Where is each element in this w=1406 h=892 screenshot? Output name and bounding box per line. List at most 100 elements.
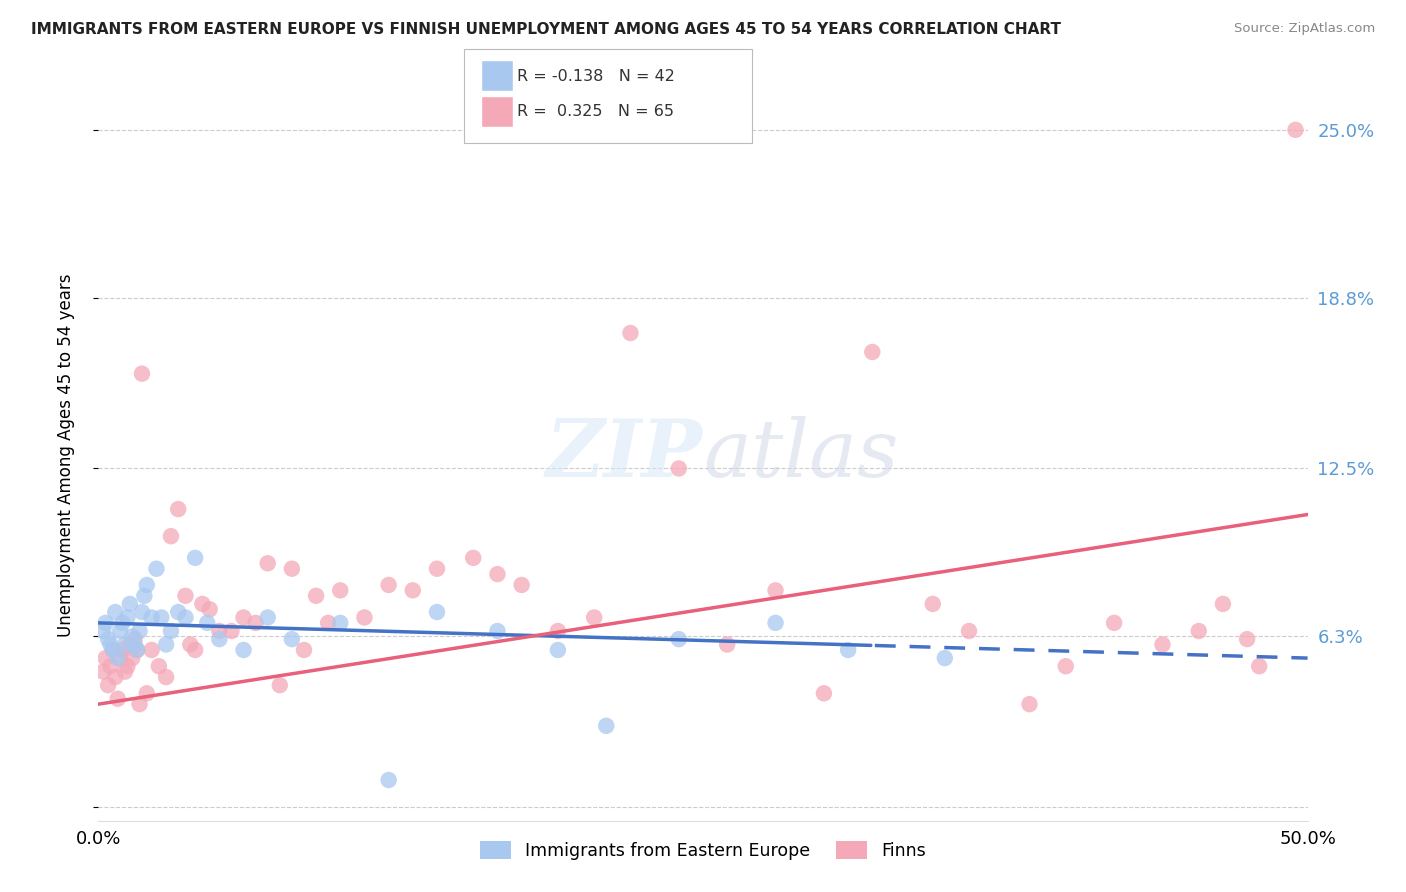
Point	[174, 610, 197, 624]
Point	[198, 602, 221, 616]
Point	[117, 659, 139, 673]
Point	[1188, 624, 1211, 638]
Point	[860, 345, 883, 359]
Point	[107, 691, 129, 706]
Point	[256, 610, 278, 624]
Point	[141, 610, 163, 624]
Point	[377, 772, 399, 787]
Point	[1249, 659, 1271, 673]
Point	[1018, 697, 1040, 711]
Point	[134, 589, 156, 603]
Point	[101, 643, 124, 657]
Point	[813, 686, 835, 700]
Point	[232, 643, 254, 657]
Point	[111, 643, 134, 657]
Point	[179, 638, 201, 652]
Point	[305, 589, 328, 603]
Point	[108, 651, 131, 665]
Point	[619, 326, 641, 340]
Point	[668, 461, 690, 475]
Point	[583, 610, 606, 624]
Point	[184, 643, 207, 657]
Point	[97, 678, 120, 692]
Text: IMMIGRANTS FROM EASTERN EUROPE VS FINNISH UNEMPLOYMENT AMONG AGES 45 TO 54 YEARS: IMMIGRANTS FROM EASTERN EUROPE VS FINNIS…	[31, 22, 1062, 37]
Point	[135, 578, 157, 592]
Point	[1152, 638, 1174, 652]
Point	[208, 624, 231, 638]
Point	[716, 638, 738, 652]
Point	[135, 686, 157, 700]
Point	[510, 578, 533, 592]
Point	[184, 550, 207, 565]
Text: atlas: atlas	[703, 417, 898, 493]
Point	[1102, 615, 1125, 630]
Point	[121, 629, 143, 643]
Point	[195, 615, 218, 630]
Point	[245, 615, 267, 630]
Text: Source: ZipAtlas.com: Source: ZipAtlas.com	[1234, 22, 1375, 36]
Y-axis label: Unemployment Among Ages 45 to 54 years: Unemployment Among Ages 45 to 54 years	[56, 273, 75, 637]
Point	[127, 643, 149, 657]
Point	[108, 624, 131, 638]
Point	[155, 638, 177, 652]
Point	[124, 632, 146, 647]
Point	[208, 632, 231, 647]
Point	[329, 583, 352, 598]
Point	[1212, 597, 1234, 611]
Point	[128, 624, 150, 638]
Point	[91, 665, 114, 679]
Point	[94, 651, 117, 665]
Point	[595, 719, 617, 733]
Point	[1236, 632, 1258, 647]
Point	[114, 665, 136, 679]
Legend: Immigrants from Eastern Europe, Finns: Immigrants from Eastern Europe, Finns	[472, 834, 934, 867]
Point	[100, 659, 122, 673]
Point	[765, 583, 787, 598]
Point	[118, 597, 141, 611]
Point	[281, 632, 304, 647]
Point	[668, 632, 690, 647]
Point	[118, 638, 141, 652]
Point	[921, 597, 943, 611]
Point	[232, 610, 254, 624]
Point	[117, 610, 139, 624]
Point	[765, 615, 787, 630]
Point	[426, 562, 449, 576]
Point	[111, 615, 134, 630]
Point	[957, 624, 980, 638]
Point	[101, 643, 124, 657]
Point	[94, 615, 117, 630]
Point	[934, 651, 956, 665]
Point	[145, 562, 167, 576]
Point	[148, 659, 170, 673]
Point	[174, 589, 197, 603]
Point	[124, 638, 146, 652]
Point	[128, 697, 150, 711]
Point	[97, 632, 120, 647]
Point	[329, 615, 352, 630]
Point	[316, 615, 339, 630]
Point	[160, 624, 183, 638]
Point	[167, 502, 190, 516]
Point	[131, 367, 153, 381]
Point	[292, 643, 315, 657]
Point	[281, 562, 304, 576]
Point	[141, 643, 163, 657]
Point	[1054, 659, 1077, 673]
Point	[547, 624, 569, 638]
Text: R =  0.325   N = 65: R = 0.325 N = 65	[517, 104, 675, 120]
Text: ZIP: ZIP	[546, 417, 703, 493]
Point	[486, 624, 509, 638]
Point	[127, 643, 149, 657]
Point	[1284, 123, 1306, 137]
Point	[91, 624, 114, 638]
Point	[155, 670, 177, 684]
Point	[837, 643, 859, 657]
Point	[426, 605, 449, 619]
Point	[486, 567, 509, 582]
Point	[221, 624, 243, 638]
Point	[191, 597, 214, 611]
Point	[131, 605, 153, 619]
Point	[463, 550, 485, 565]
Point	[256, 556, 278, 570]
